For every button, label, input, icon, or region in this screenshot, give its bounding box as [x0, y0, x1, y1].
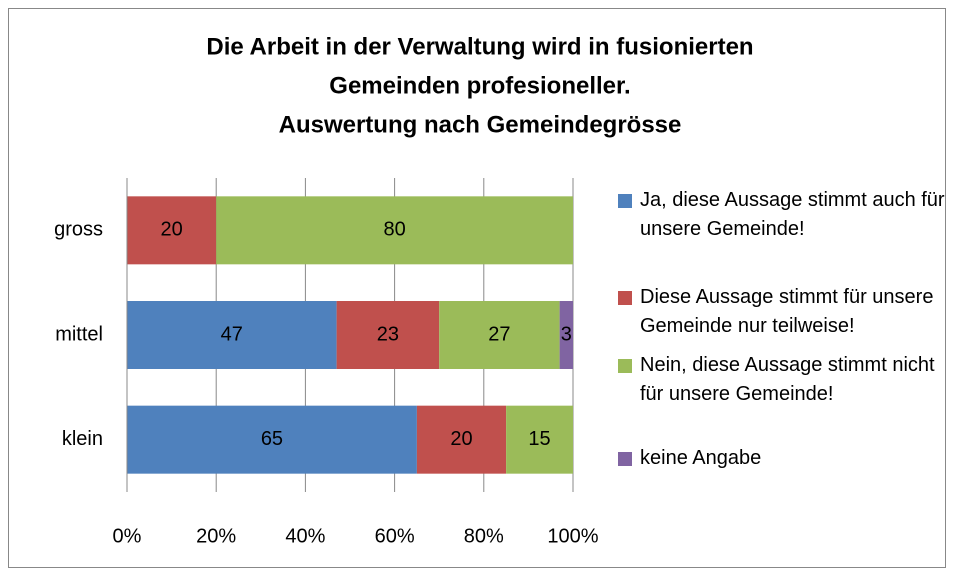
x-tick-label: 60%: [375, 525, 415, 547]
x-tick-label: 40%: [285, 525, 325, 547]
data-label: 80: [383, 219, 405, 241]
x-tick-label: 80%: [464, 525, 504, 547]
y-tick-label: mittel: [55, 323, 103, 345]
data-label: 20: [450, 428, 472, 450]
bar-segment: [127, 405, 417, 474]
chart-border: [8, 8, 946, 568]
legend-entry: Diese Aussage stimmt für unsere Gemeinde…: [618, 283, 948, 341]
bar-segment: [439, 301, 560, 369]
legend-swatch: [618, 359, 632, 373]
chart-title: Gemeinden profesioneller.: [329, 72, 630, 99]
data-label: 65: [261, 428, 283, 450]
chart-title: Die Arbeit in der Verwaltung wird in fus…: [206, 33, 753, 60]
legend-label: Diese Aussage stimmt für unsere Gemeinde…: [640, 286, 934, 337]
data-label: 3: [561, 323, 572, 345]
legend-label: keine Angabe: [640, 447, 762, 469]
data-label: 27: [488, 323, 510, 345]
bar-segment: [216, 196, 573, 265]
x-tick-label: 0%: [113, 525, 142, 547]
bar-segment: [506, 405, 573, 474]
x-tick-label: 20%: [196, 525, 236, 547]
chart-title: Auswertung nach Gemeindegrösse: [279, 111, 682, 138]
data-label: 20: [160, 219, 182, 241]
bar-segment: [416, 405, 507, 474]
bar-segment: [559, 301, 573, 369]
x-tick-label: 100%: [547, 525, 598, 547]
legend-entry: keine Angabe: [618, 444, 948, 473]
legend-label: Ja, diese Aussage stimmt auch für unsere…: [640, 189, 945, 240]
bar-segment: [127, 196, 217, 265]
bar-segment: [336, 301, 440, 369]
legend-swatch: [618, 291, 632, 305]
y-tick-label: klein: [62, 428, 103, 450]
legend-swatch: [618, 194, 632, 208]
legend-label: Nein, diese Aussage stimmt nicht für uns…: [640, 354, 935, 405]
legend-entry: Nein, diese Aussage stimmt nicht für uns…: [618, 351, 948, 409]
legend: Ja, diese Aussage stimmt auch für unsere…: [618, 186, 948, 473]
bar-segment: [127, 301, 337, 369]
legend-entry: Ja, diese Aussage stimmt auch für unsere…: [618, 186, 948, 244]
data-label: 15: [528, 428, 550, 450]
y-tick-label: gross: [54, 219, 103, 241]
data-label: 23: [377, 323, 399, 345]
data-label: 47: [221, 323, 243, 345]
legend-swatch: [618, 452, 632, 466]
